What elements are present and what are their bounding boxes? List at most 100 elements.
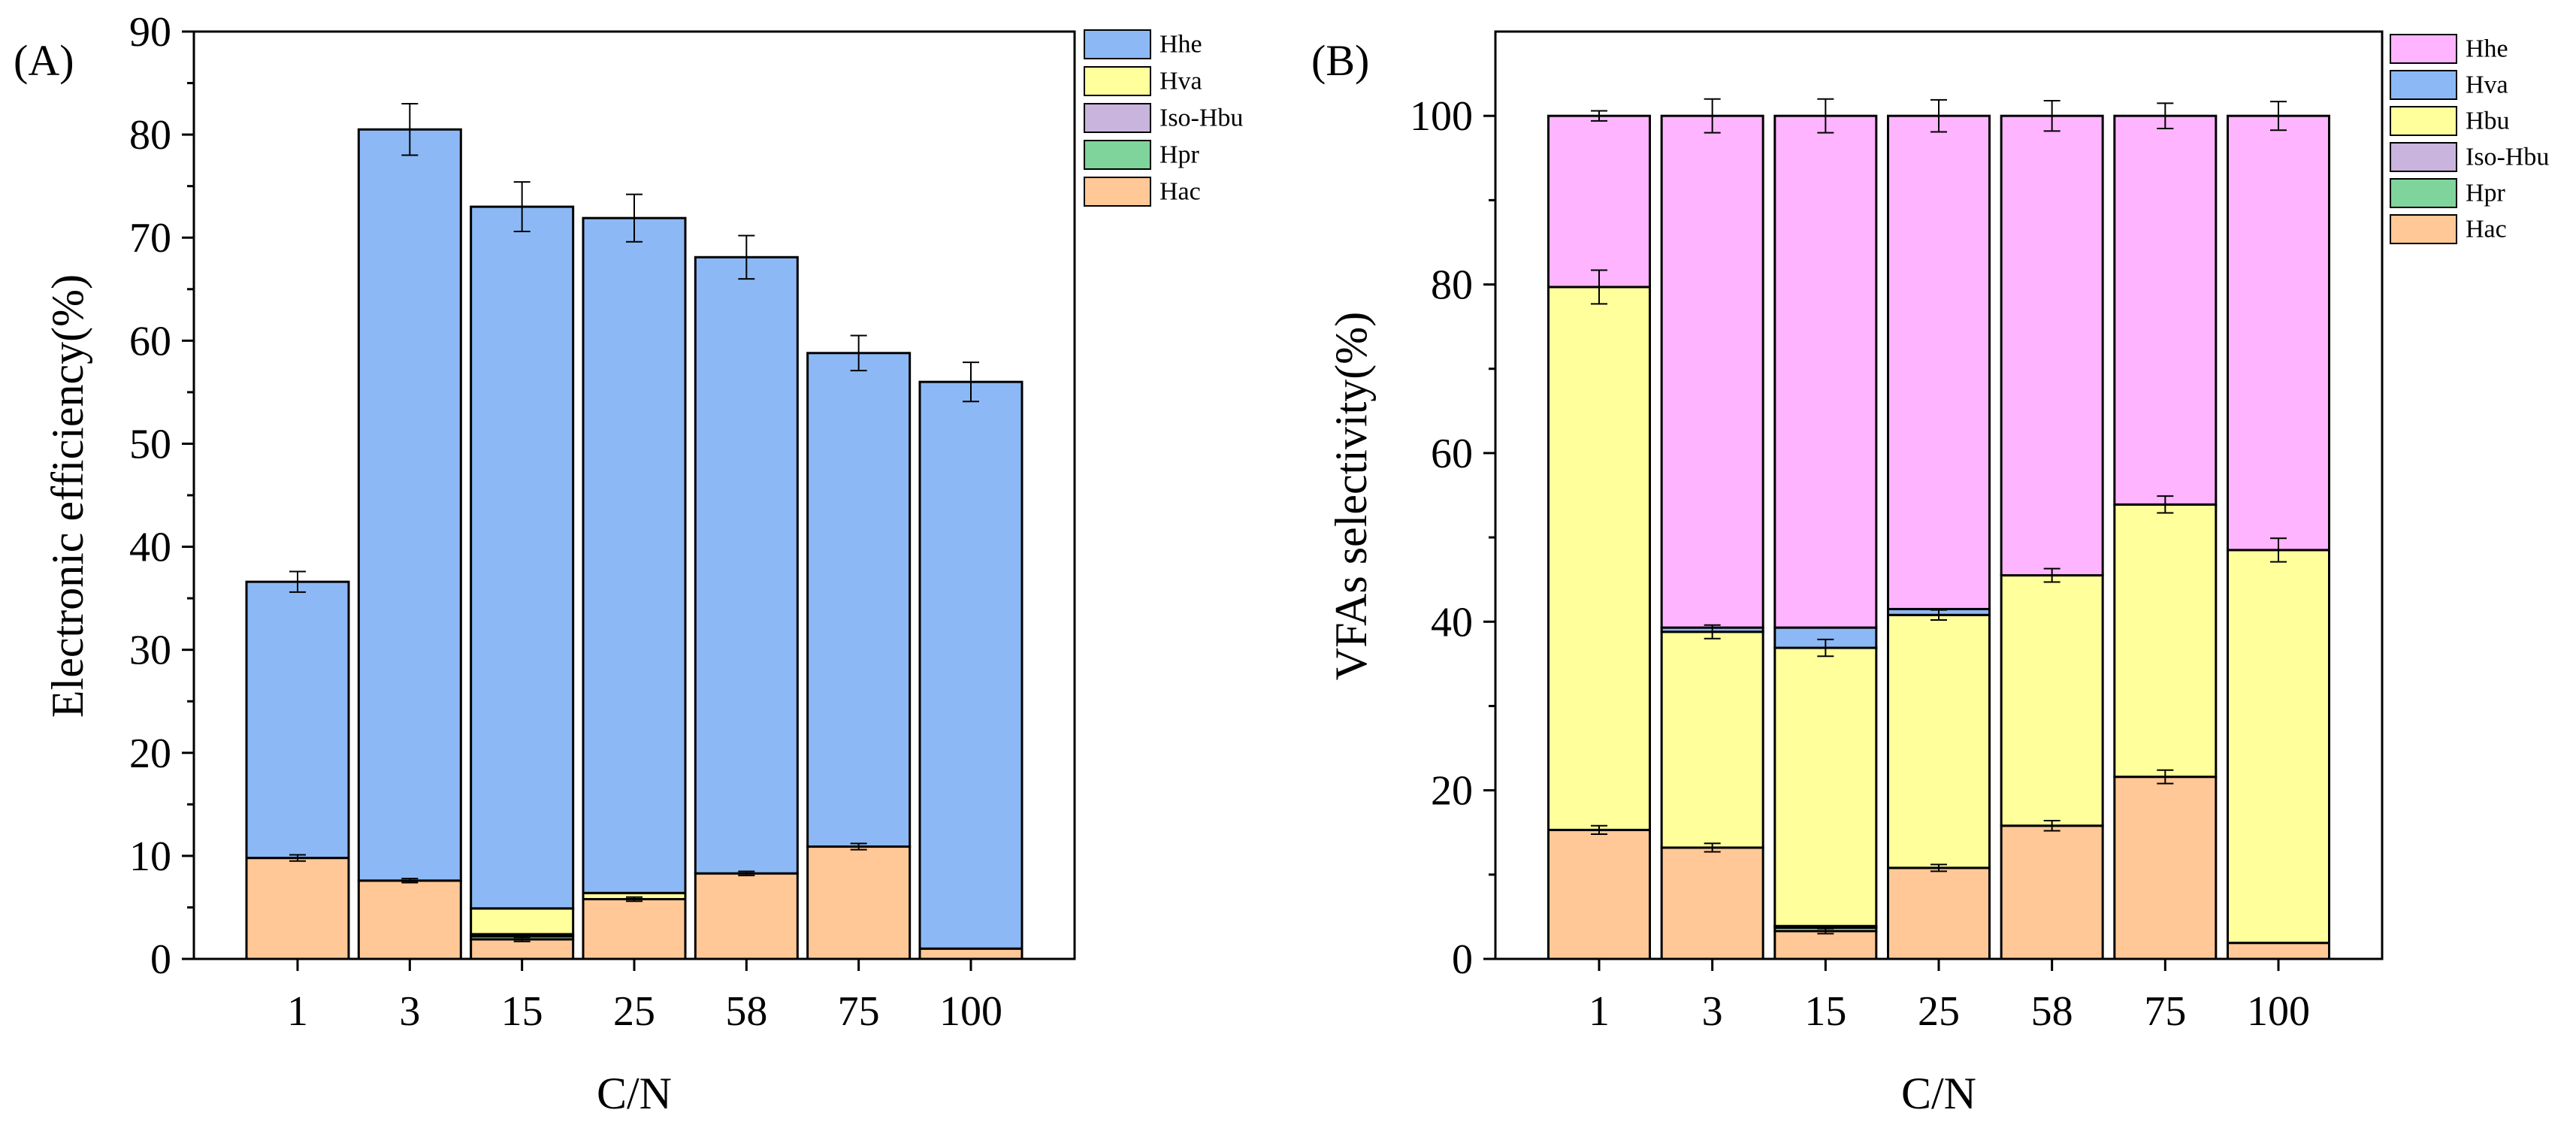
- panel-a-x-tick-label-1: 1: [287, 988, 308, 1035]
- panel-a-legend-label-hva: Hva: [1160, 68, 1202, 95]
- panel-b-bar-hbu-25: [1887, 613, 1991, 869]
- panel-a-bar-hhe-58: [694, 256, 799, 875]
- panel-a-error-bars: [289, 102, 979, 942]
- panel-a-legend-label-hac: Hac: [1160, 178, 1201, 206]
- panel-b-panel-label: (B): [1311, 36, 1369, 85]
- panel-b-error-bar-hac-1: [1591, 824, 1607, 835]
- panel-b-bar-hhe-75: [2113, 114, 2218, 506]
- panel-b-bar-hac-1: [1547, 828, 1651, 960]
- panel-b-bar-hac-15: [1773, 930, 1878, 960]
- panel-a-legend-swatch-iso-hbu: [1084, 103, 1151, 133]
- panel-a-y-axis: 0 10 20 30 40 50 60 70 80 90: [129, 9, 194, 983]
- panel-b-legend-swatch-hac: [2390, 214, 2457, 244]
- panel-b-error-bar-hbu-1: [1591, 269, 1607, 305]
- panel-a-panel-label: (A): [14, 36, 74, 85]
- panel-a-y-tick-label: 80: [129, 112, 171, 159]
- panel-b-y-tick-label: 60: [1431, 431, 1473, 477]
- panel-b-x-axis-title: C/N: [1901, 1069, 1976, 1118]
- panel-a-legend-swatch-hac: [1084, 177, 1151, 207]
- panel-b-legend-swatch-hva: [2390, 70, 2457, 100]
- panel-b-error-bar-hac-25: [1930, 863, 1947, 872]
- panel-a-error-bar-hhe-25: [626, 193, 642, 243]
- panel-a-y-tick-label: 0: [150, 936, 171, 983]
- panel-a-error-bar-hhe-3: [401, 102, 419, 156]
- panel-b-bar-hac-3: [1660, 846, 1764, 960]
- panel-b-legend-swatch-hpr: [2390, 178, 2457, 208]
- panel-b-error-bar-hhe-3: [1704, 98, 1721, 134]
- panel-a-legend-swatch-hva: [1084, 66, 1151, 96]
- panel-b-legend-swatch-iso-hbu: [2390, 142, 2457, 172]
- panel-b-legend-swatch-hhe: [2390, 34, 2457, 64]
- panel-b-x-tick-label-100: 100: [2247, 988, 2310, 1035]
- panel-b-legend-label-iso-hbu: Iso-Hbu: [2466, 144, 2549, 171]
- panel-a-x-tick-label-75: 75: [838, 988, 880, 1035]
- panel-a-x-tick-label-58: 58: [725, 988, 767, 1035]
- panel-a-error-bar-hhe-75: [850, 334, 867, 372]
- panel-b-bar-hbu-3: [1660, 631, 1764, 849]
- panel-a-bar-hac-100: [918, 947, 1023, 960]
- panel-b-y-tick-label: 80: [1431, 262, 1473, 309]
- panel-a-x-tick-label-25: 25: [613, 988, 655, 1035]
- panel-b-x-tick-label-1: 1: [1589, 988, 1610, 1035]
- panel-a-chart: 0 10 20 30 40 50 60 70 80 90 1 3 15 25 58 75 100 C/N Elect…: [14, 9, 1243, 1118]
- panel-a-bar-hhe-1: [245, 580, 350, 860]
- panel-b-legend-label-hac: Hac: [2466, 216, 2507, 243]
- panel-b-bar-hhe-58: [2000, 114, 2104, 577]
- panel-a-error-bar-hhe-15: [513, 181, 531, 232]
- panel-a-y-tick-label: 90: [129, 9, 171, 56]
- panel-b-error-bar-hhe-15: [1817, 98, 1834, 134]
- panel-b-bar-hhe-1: [1547, 114, 1651, 289]
- panel-b-legend: Hhe Hva Hbu Iso-Hbu Hpr Hac: [2390, 34, 2549, 244]
- panel-b-bar-hhe-100: [2227, 114, 2330, 552]
- panel-b-bar-hbu-100: [2227, 549, 2330, 945]
- panel-b-y-axis-title: VFAs selectivity(%): [1326, 312, 1376, 680]
- panel-b-y-tick-label: 0: [1452, 936, 1473, 983]
- panel-a-error-bar-hac-3: [401, 878, 419, 884]
- panel-a-x-axis-title: C/N: [597, 1069, 672, 1118]
- panel-a-bar-hac-25: [582, 897, 687, 960]
- panel-a-bar-hhe-100: [918, 380, 1023, 950]
- panel-b-legend-swatch-hbu: [2390, 106, 2457, 136]
- panel-b-error-bar-hac-75: [2157, 769, 2174, 785]
- panel-a-legend-label-hpr: Hpr: [1160, 141, 1200, 169]
- panel-a-bar-hac-75: [806, 845, 912, 960]
- panel-b-error-bar-hhe-75: [2157, 102, 2174, 130]
- panel-b-error-bar-hbu-15: [1817, 638, 1834, 658]
- panel-a-bar-hac-3: [357, 879, 462, 960]
- panel-b-bar-hbu-75: [2113, 503, 2218, 779]
- panel-a-error-bar-hac-1: [289, 854, 306, 862]
- panel-b-error-bar-hbu-25: [1930, 609, 1947, 621]
- panel-a-error-bar-hac-15: [513, 936, 531, 942]
- panel-a-y-tick-label: 50: [129, 421, 171, 467]
- panel-a-x-tick-label-100: 100: [939, 988, 1002, 1035]
- panel-b-bar-hhe-15: [1773, 114, 1878, 629]
- panel-b-error-bar-hhe-58: [2043, 99, 2060, 132]
- panel-a-bar-hhe-15: [470, 205, 575, 910]
- panel-b-error-bars: [1591, 98, 2287, 935]
- panel-b-bar-hhe-25: [1887, 114, 1991, 610]
- panel-a-error-bar-hhe-100: [963, 361, 979, 403]
- panel-a-y-tick-label: 30: [129, 628, 171, 674]
- panel-b-bar-hac-25: [1887, 866, 1991, 960]
- panel-b-bar-hbu-1: [1547, 286, 1651, 831]
- panel-b-legend-label-hbu: Hbu: [2466, 107, 2510, 135]
- panel-a-bar-hac-58: [694, 872, 799, 960]
- panel-b-legend-label-hhe: Hhe: [2466, 35, 2508, 63]
- panel-b-y-tick-label: 20: [1431, 768, 1473, 815]
- panel-a-bar-hac-1: [245, 857, 350, 960]
- panel-b-error-bar-hhe-1: [1591, 110, 1607, 122]
- panel-b-bar-hhe-3: [1660, 114, 1764, 629]
- panel-b-bar-hbu-58: [2000, 574, 2104, 827]
- panel-a-legend-label-iso-hbu: Iso-Hbu: [1160, 104, 1243, 132]
- panel-b-error-bar-hac-58: [2043, 820, 2060, 832]
- panel-b-error-bar-hbu-100: [2270, 537, 2287, 563]
- panel-a-y-axis-title: Electronic efficiency(%): [43, 274, 92, 718]
- panel-b-y-tick-label: 40: [1431, 599, 1473, 646]
- panel-b-legend-label-hpr: Hpr: [2466, 180, 2506, 207]
- panel-b-y-axis: 0 20 40 60 80 100: [1410, 93, 1495, 983]
- panel-a-y-tick-label: 40: [129, 525, 171, 571]
- panel-a-y-tick-label: 70: [129, 215, 171, 262]
- panel-a-x-tick-label-3: 3: [399, 988, 420, 1035]
- panel-b-error-bar-hbu-3: [1704, 624, 1721, 640]
